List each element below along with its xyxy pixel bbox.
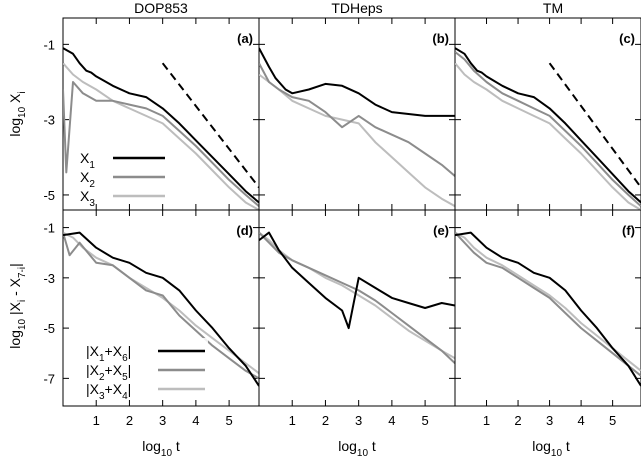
x-tick-label: 1	[93, 413, 100, 428]
series-2-line	[455, 231, 641, 377]
series-2-line	[259, 231, 455, 365]
column-title: TDHeps	[331, 0, 382, 16]
series-1-line	[455, 231, 641, 387]
x-tick-label: 5	[609, 413, 616, 428]
y-axis-label-top: log10 Xi	[7, 91, 28, 136]
panel-label: (d)	[236, 223, 253, 238]
y-tick-label: -7	[43, 371, 55, 386]
legend-label: X1	[80, 150, 95, 171]
column-title: TM	[543, 0, 563, 16]
series-group	[455, 231, 641, 387]
column-titles: DOP853 TDHeps TM	[134, 0, 563, 16]
panel-label: (e)	[433, 223, 449, 238]
x-axis-label: log10 t	[338, 438, 376, 459]
legend-label: |X3+X4|	[86, 381, 131, 402]
legend-label: |X2+X5|	[86, 362, 131, 383]
panels: -1-3-5(a) (b) (c)-1-3-5-71 2 3 4 5(d)1 2 3 4 5(e)1…	[43, 17, 641, 428]
y-tick-label: -5	[43, 188, 55, 203]
y-tick-label: -5	[43, 321, 55, 336]
series-1-line	[259, 47, 455, 117]
x-tick-label: 3	[159, 413, 166, 428]
series-2-line	[63, 232, 259, 380]
x-axis-label: log10 t	[532, 438, 570, 459]
series-group	[455, 47, 641, 210]
x-tick-label: 2	[322, 413, 329, 428]
x-tick-label: 5	[225, 413, 232, 428]
panel-b: (b)	[258, 17, 456, 211]
series-1-line	[259, 231, 455, 330]
panel-frame	[258, 17, 456, 211]
x-tick-label: 3	[546, 413, 553, 428]
y-tick-label: -1	[43, 221, 55, 236]
series-group	[259, 47, 455, 208]
reference-slope-line	[161, 62, 259, 189]
x-tick-label: 1	[289, 413, 296, 428]
series-2-line	[259, 62, 455, 177]
x-tick-label: 5	[421, 413, 428, 428]
axis-labels: log10 t log10 t log10 t log10 Xi log10 |Xi -…	[7, 91, 570, 459]
series-1-line	[63, 47, 259, 204]
series-group	[63, 47, 259, 210]
series-3-line	[455, 62, 641, 210]
x-tick-label: 3	[355, 413, 362, 428]
series-2-line	[63, 81, 259, 207]
x-tick-label: 2	[126, 413, 133, 428]
panel-label: (b)	[432, 31, 449, 46]
panel-c: (c)	[454, 17, 641, 211]
legend-label: X3	[80, 188, 95, 209]
panel-frame	[454, 209, 641, 407]
panel-label: (c)	[619, 31, 635, 46]
y-axis-label-bottom: log10 |Xi - X7-i|	[7, 263, 28, 348]
x-axis-label: log10 t	[142, 438, 180, 459]
panel-f: 1 2 3 4 5 (f)	[454, 209, 641, 428]
x-tick-label: 4	[388, 413, 395, 428]
series-2-line	[455, 51, 641, 207]
series-3-line	[63, 62, 259, 210]
series-1-line	[455, 47, 641, 204]
panel-label: (a)	[237, 31, 253, 46]
series-1-line	[63, 231, 259, 387]
legend-label: |X1+X6|	[86, 343, 131, 364]
x-tick-label: 4	[192, 413, 199, 428]
y-tick-label: -3	[43, 271, 55, 286]
x-tick-label: 4	[577, 413, 584, 428]
x-tick-label: 2	[514, 413, 521, 428]
column-title: DOP853	[134, 0, 188, 16]
y-tick-label: -1	[43, 37, 55, 52]
panel-e: 1 2 3 4 5 (e)	[258, 209, 456, 428]
legend-label: X2	[80, 169, 95, 190]
y-tick-label: -3	[43, 113, 55, 128]
x-tick-label: 1	[483, 413, 490, 428]
panel-a: -1 -3 -5 (a)	[43, 17, 260, 211]
series-group	[259, 231, 455, 365]
panel-label: (f)	[622, 223, 635, 238]
series-group	[63, 231, 259, 387]
